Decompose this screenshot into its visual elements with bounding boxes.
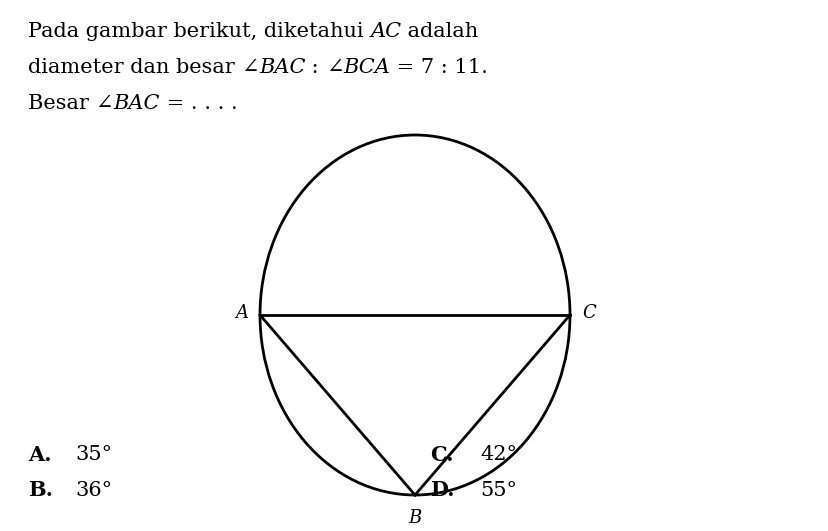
Text: C.: C. [430, 445, 453, 465]
Text: BAC: BAC [258, 58, 305, 77]
Text: D.: D. [430, 480, 454, 500]
Text: ∠: ∠ [95, 94, 113, 113]
Text: = . . . .: = . . . . [159, 94, 237, 113]
Text: 36°: 36° [75, 481, 112, 500]
Text: diameter dan besar: diameter dan besar [28, 58, 241, 77]
Text: B.: B. [28, 480, 53, 500]
Text: adalah: adalah [401, 22, 478, 41]
Text: B: B [408, 509, 421, 527]
Text: ∠: ∠ [241, 58, 258, 77]
Text: Besar: Besar [28, 94, 95, 113]
Text: :: : [305, 58, 325, 77]
Text: BAC: BAC [113, 94, 159, 113]
Text: A.: A. [28, 445, 51, 465]
Text: 35°: 35° [75, 446, 112, 465]
Text: Pada gambar berikut, diketahui: Pada gambar berikut, diketahui [28, 22, 370, 41]
Text: C: C [581, 304, 595, 322]
Text: ∠: ∠ [325, 58, 343, 77]
Text: BCA: BCA [343, 58, 389, 77]
Text: A: A [234, 304, 248, 322]
Text: 55°: 55° [479, 481, 517, 500]
Text: 42°: 42° [479, 446, 517, 465]
Text: = 7 : 11.: = 7 : 11. [389, 58, 488, 77]
Text: AC: AC [370, 22, 401, 41]
